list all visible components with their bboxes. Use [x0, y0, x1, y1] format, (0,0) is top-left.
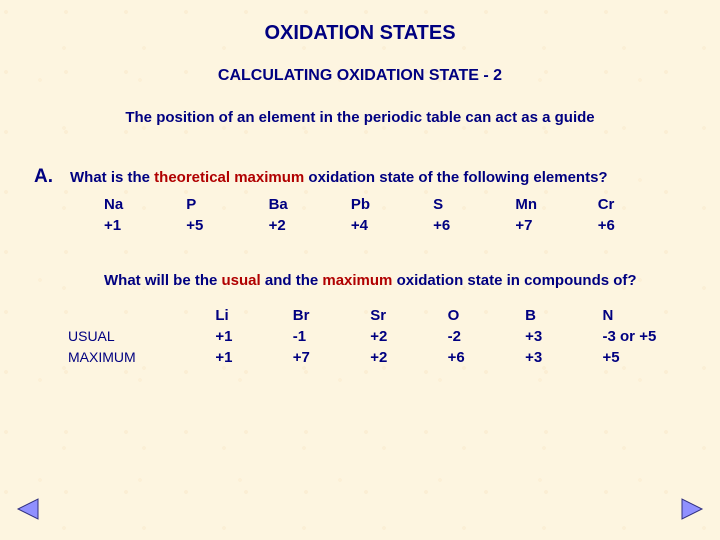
page-subtitle: CALCULATING OXIDATION STATE - 2 — [0, 67, 720, 85]
qa-pre: What is the — [70, 169, 150, 186]
val: -1 — [293, 326, 370, 347]
table-a: Na P Ba Pb S Mn Cr +1 +5 +2 +4 +6 +7 +6 — [104, 194, 680, 236]
val: -3 or +5 — [603, 326, 680, 347]
qa-emph: theoretical maximum — [150, 169, 308, 186]
triangle-left-icon — [14, 497, 40, 521]
table-row: +1 +5 +2 +4 +6 +7 +6 — [104, 215, 680, 236]
val: +5 — [186, 215, 268, 236]
el: Br — [293, 305, 370, 326]
val: +2 — [370, 347, 447, 368]
q2-mid: and the — [265, 272, 318, 289]
guide-text: The position of an element in the period… — [0, 109, 720, 126]
q2-usual: usual — [217, 272, 265, 289]
el: Pb — [351, 194, 433, 215]
page-title: OXIDATION STATES — [0, 0, 720, 45]
question-a-row: A. What is the theoretical maximum oxida… — [34, 166, 680, 188]
val: +7 — [515, 215, 597, 236]
table-row: Li Br Sr O B N — [68, 305, 680, 326]
table-b: Li Br Sr O B N USUAL +1 -1 +2 -2 +3 -3 o… — [68, 305, 680, 368]
el: Sr — [370, 305, 447, 326]
el: Cr — [598, 194, 680, 215]
section-a: A. What is the theoretical maximum oxida… — [0, 166, 720, 368]
val: +3 — [525, 326, 602, 347]
val: +1 — [215, 347, 292, 368]
el: P — [186, 194, 268, 215]
qa-post: oxidation state of the following element… — [308, 169, 607, 186]
section-letter: A. — [34, 166, 70, 188]
val: +1 — [104, 215, 186, 236]
prev-button[interactable] — [14, 497, 40, 526]
row-label — [68, 305, 215, 326]
q2-max: maximum — [318, 272, 396, 289]
el: N — [603, 305, 680, 326]
triangle-right-icon — [680, 497, 706, 521]
val: +2 — [370, 326, 447, 347]
el: Na — [104, 194, 186, 215]
val: +7 — [293, 347, 370, 368]
val: -2 — [448, 326, 525, 347]
el: O — [448, 305, 525, 326]
val: +2 — [269, 215, 351, 236]
val: +6 — [598, 215, 680, 236]
el: Ba — [269, 194, 351, 215]
question-a: What is the theoretical maximum oxidatio… — [70, 169, 608, 186]
el: B — [525, 305, 602, 326]
q2-post: oxidation state in compounds of? — [397, 272, 637, 289]
row-label: MAXIMUM — [68, 347, 215, 368]
val: +5 — [603, 347, 680, 368]
val: +6 — [433, 215, 515, 236]
question-b: What will be the usual and the maximum o… — [104, 272, 680, 289]
val: +1 — [215, 326, 292, 347]
el: S — [433, 194, 515, 215]
row-label: USUAL — [68, 326, 215, 347]
val: +6 — [448, 347, 525, 368]
table-row: USUAL +1 -1 +2 -2 +3 -3 or +5 — [68, 326, 680, 347]
q2-pre: What will be the — [104, 272, 217, 289]
table-row: MAXIMUM +1 +7 +2 +6 +3 +5 — [68, 347, 680, 368]
next-button[interactable] — [680, 497, 706, 526]
el: Mn — [515, 194, 597, 215]
val: +4 — [351, 215, 433, 236]
val: +3 — [525, 347, 602, 368]
table-row: Na P Ba Pb S Mn Cr — [104, 194, 680, 215]
el: Li — [215, 305, 292, 326]
